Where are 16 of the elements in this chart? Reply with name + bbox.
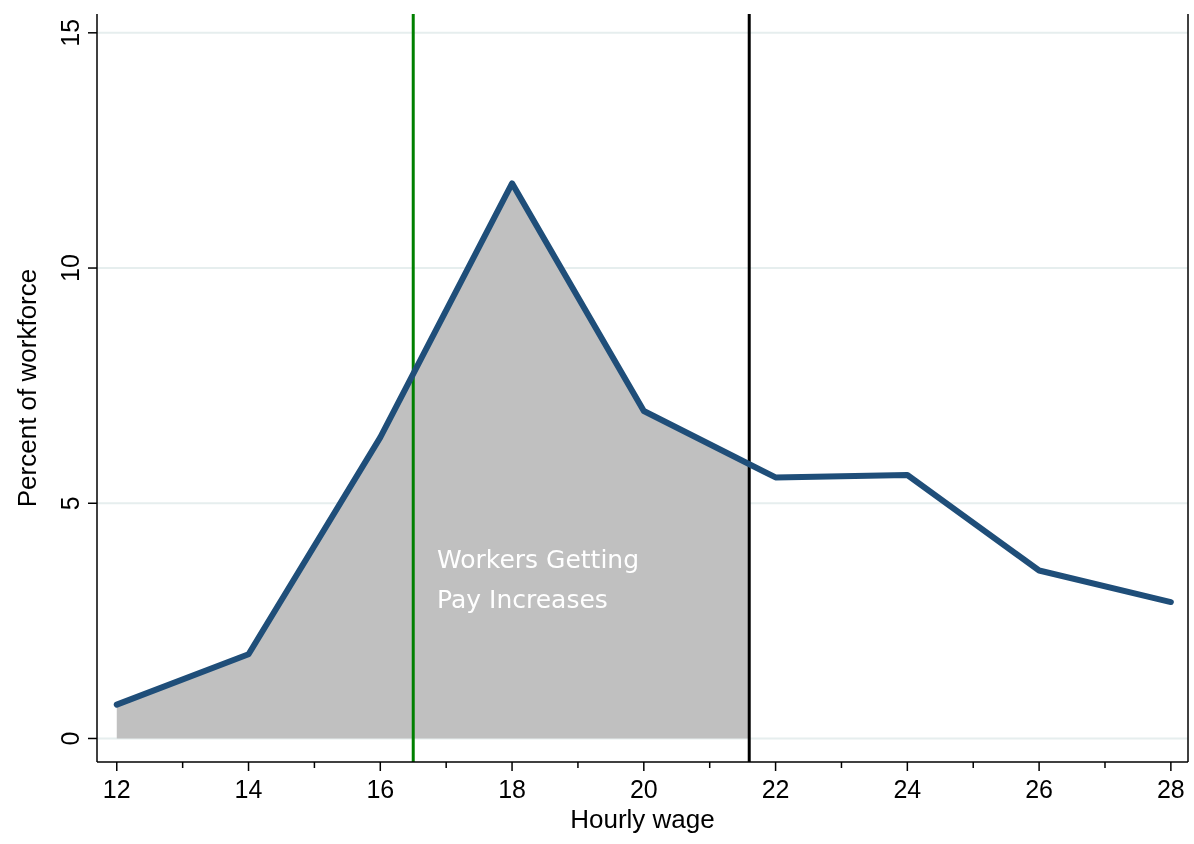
annotation: Workers Getting Pay Increases [437,545,640,614]
y-tick-label: 0 [56,731,84,746]
x-tick-label: 26 [1025,775,1054,803]
x-tick-label: 20 [629,775,658,803]
y-tick-label: 10 [56,254,84,282]
x-tick-label: 16 [366,775,395,803]
x-tick-label: 12 [102,775,131,803]
y-axis-title: Percent of workforce [12,268,42,508]
x-tick-label: 18 [498,775,526,803]
y-tick-label: 5 [56,496,84,511]
x-tick-label: 28 [1156,775,1185,803]
x-tick-label: 14 [234,775,263,803]
x-tick-label: 24 [893,775,922,803]
x-axis-title: Hourly wage [570,804,715,834]
y-tick-label: 15 [56,18,84,47]
x-tick-label: 22 [761,775,790,803]
